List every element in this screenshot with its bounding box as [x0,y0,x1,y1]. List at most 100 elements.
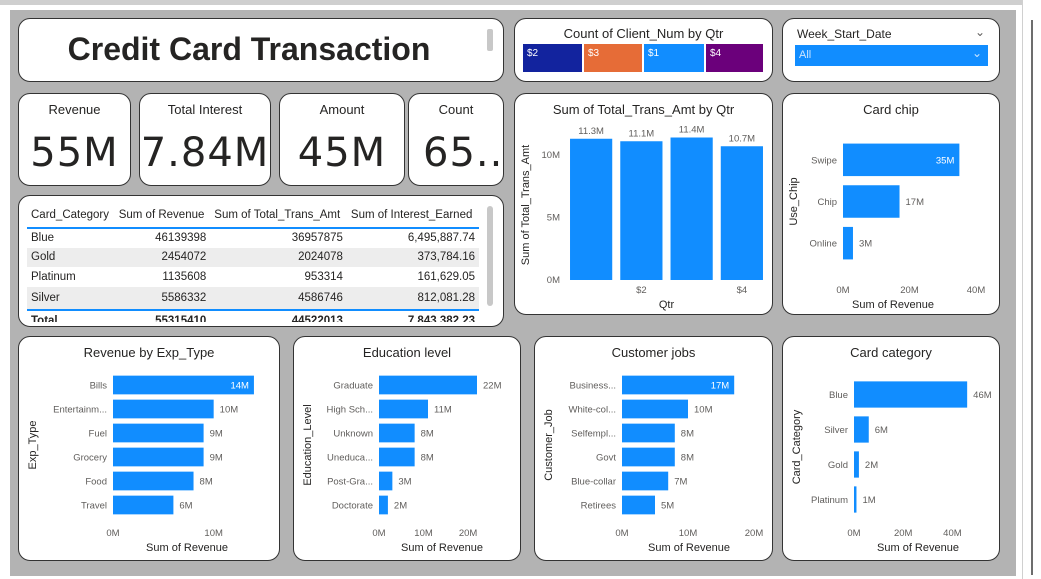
data-label: 17M [906,197,925,208]
x-axis-title: Sum of Revenue [852,299,934,311]
column-header[interactable]: Sum of Interest_Earned [346,202,479,229]
chart-bar[interactable] [113,399,214,419]
category-label: Blue-collar [571,477,616,488]
x-tick-label: 0M [847,528,860,539]
category-label: Chip [817,197,837,208]
table-row[interactable]: Gold 2454072 2024078 373,784.16 [27,247,479,267]
table-row[interactable]: Silver 5586332 4586746 812,081.28 [27,286,479,310]
category-label: Govt [596,453,616,464]
card-category-chart: Blue 46M Silver 6M Gold 2M Platinum 1M 0M 20M 40M S… [791,381,992,554]
column-header[interactable]: Sum of Revenue [114,202,211,229]
x-tick-label: 20M [900,285,919,296]
chart-bar[interactable] [854,416,869,443]
table-cell: 44522013 [210,308,347,322]
title-scroll-thumb[interactable] [487,29,493,51]
data-label: 10M [694,405,713,416]
chart-bar[interactable] [854,381,968,408]
table-scroll-thumb[interactable] [487,206,493,306]
category-label: Swipe [811,155,837,166]
table-cell: 4586746 [210,286,347,310]
chart-bar[interactable] [843,226,853,260]
slicer-collapse-icon[interactable]: ⌄ [974,25,985,39]
data-label: 2M [865,460,878,471]
chart-bar[interactable] [113,375,254,395]
x-tick-label: 40M [943,528,962,539]
qtr-segment[interactable]: $3 [583,43,643,73]
category-label: Platinum [811,495,848,506]
qtr-segment[interactable]: $1 [643,43,705,73]
x-tick-label: 0M [106,528,119,539]
x-tick-label: 40M [967,285,986,296]
y-axis-title: Sum of Total_Trans_Amt [520,145,532,265]
kpi-interest-card: Total Interest 7.84M [139,93,271,186]
data-label: 11.3M [578,126,604,137]
kpi-value: 65... [423,130,504,176]
data-label: 6M [875,425,888,436]
table-cell: 953314 [304,270,343,283]
chart-bar[interactable] [113,471,194,491]
chart-bar[interactable] [622,471,669,491]
chart-bar[interactable] [854,486,857,513]
data-label: 3M [859,239,872,250]
table-cell: Blue [31,232,55,245]
chart-bar[interactable] [622,495,655,515]
chart-bar[interactable] [622,375,735,395]
exp-type-card: Revenue by Exp_Type Bills 14M Entertainm..… [18,336,280,561]
card-chip-chart: Swipe 35M Chip 17M Online 3M 0M 20M 40M Sum of Re… [788,143,986,311]
chart-bar[interactable] [113,495,174,515]
qtr-segment[interactable]: $4 [705,43,764,73]
category-label: Fuel [89,429,107,440]
right-scrollbar[interactable] [1022,0,1041,579]
category-label: Doctorate [332,501,373,512]
slicer-title: Week_Start_Date [797,27,892,41]
column-header[interactable]: Sum of Total_Trans_Amt [210,202,347,229]
scrollbar-track [1031,20,1033,575]
chart-bar[interactable] [720,146,763,280]
table-cell: Total [27,308,115,322]
data-label: 11M [434,405,452,416]
data-label: 9M [210,429,223,440]
x-tick-label: 0M [372,528,385,539]
chart-bar[interactable] [622,423,675,443]
chart-bar[interactable] [379,399,428,419]
chart-bar[interactable] [854,451,859,478]
y-axis-title: Use_Chip [788,177,800,225]
chart-bar[interactable] [113,423,204,443]
category-label: High Sch... [327,405,373,416]
chart-bar[interactable] [620,141,663,280]
table-row[interactable]: Platinum 1135608 953314 161,629.05 [27,267,479,287]
education-chart: Graduate 22M High Sch... 11M Unknown 8M Uneduc… [302,375,502,554]
chart-bar[interactable] [843,143,960,177]
x-tick-label: 0M [615,528,628,539]
column-header[interactable]: Card_Category [27,202,115,229]
chart-bar[interactable] [570,138,613,280]
category-label: Blue [829,390,848,401]
chart-bar[interactable] [379,495,388,515]
category-label: Bills [90,381,108,392]
chart-bar[interactable] [379,471,393,491]
qtr-segment[interactable]: $2 [522,43,583,73]
table-cell: 161,629.05 [417,270,475,283]
x-tick-label: 10M [414,528,433,539]
chart-bar[interactable] [379,447,415,467]
trans-by-qtr-card: Sum of Total_Trans_Amt by Qtr 11.3M 11.1M… [514,93,773,315]
table-row[interactable]: Blue 46139398 36957875 6,495,887.74 [27,228,479,248]
data-label: 8M [681,453,694,464]
chart-bar[interactable] [379,423,415,443]
chart-bar[interactable] [379,375,477,395]
x-axis-title: Qtr [659,299,675,311]
data-label: 9M [210,453,223,464]
category-label: Retirees [581,501,617,512]
chart-bar[interactable] [843,185,900,218]
title-card: Credit Card Transaction [18,18,504,82]
chart-bar[interactable] [113,447,204,467]
chart-bar[interactable] [670,137,713,281]
page-title: Credit Card Transaction [67,31,431,67]
data-label: 22M [483,381,502,392]
table-cell: 6,495,887.74 [407,232,475,245]
table-total-row: Total 55315410 44522013 7,843,382.23 [27,308,479,322]
slicer-dropdown[interactable]: All ⌄ [795,45,988,66]
table-cell: 5586332 [114,286,211,310]
chart-bar[interactable] [622,447,675,467]
chart-bar[interactable] [622,399,688,419]
